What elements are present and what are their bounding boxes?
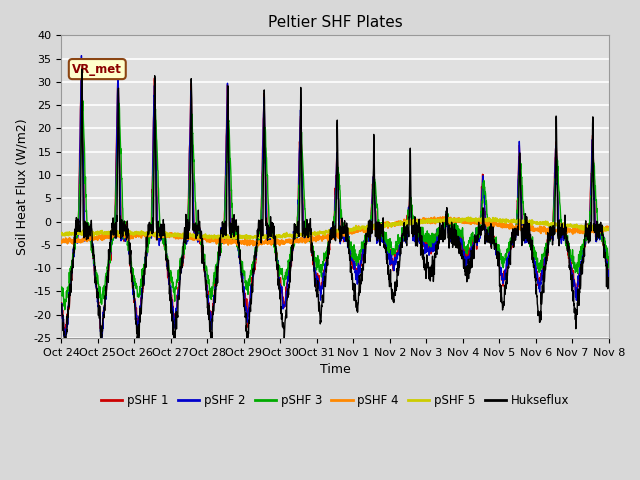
pSHF 4	[495, 223, 502, 229]
Hukseflux	[60, 335, 68, 341]
Y-axis label: Soil Heat Flux (W/m2): Soil Heat Flux (W/m2)	[15, 119, 28, 255]
pSHF 5	[351, 227, 359, 232]
Text: VR_met: VR_met	[72, 62, 122, 75]
pSHF 2	[557, 228, 564, 234]
pSHF 5	[557, 221, 564, 227]
pSHF 3	[572, 263, 580, 268]
pSHF 5	[605, 226, 612, 232]
Line: pSHF 4: pSHF 4	[61, 217, 609, 245]
pSHF 2	[364, 236, 371, 241]
Line: pSHF 2: pSHF 2	[61, 56, 609, 338]
pSHF 2	[211, 296, 218, 302]
Hukseflux	[557, 231, 564, 237]
pSHF 2	[58, 306, 65, 312]
pSHF 2	[495, 255, 502, 261]
pSHF 5	[465, 215, 472, 220]
pSHF 1	[61, 335, 68, 341]
Hukseflux	[351, 287, 359, 293]
X-axis label: Time: Time	[320, 363, 351, 376]
pSHF 3	[58, 287, 65, 292]
pSHF 2	[605, 271, 612, 277]
pSHF 3	[557, 218, 564, 224]
pSHF 4	[58, 239, 65, 245]
pSHF 1	[78, 60, 86, 66]
pSHF 2	[572, 289, 580, 295]
pSHF 4	[572, 228, 580, 234]
pSHF 5	[210, 232, 218, 238]
Hukseflux	[572, 323, 580, 329]
Hukseflux	[211, 294, 218, 300]
pSHF 5	[495, 217, 502, 223]
pSHF 3	[364, 236, 371, 241]
pSHF 3	[211, 274, 218, 279]
pSHF 4	[439, 214, 447, 220]
pSHF 1	[211, 287, 218, 293]
pSHF 1	[557, 236, 564, 242]
Hukseflux	[605, 281, 612, 287]
pSHF 4	[557, 228, 564, 233]
Hukseflux	[78, 66, 86, 72]
pSHF 3	[495, 245, 502, 251]
pSHF 4	[363, 225, 371, 231]
pSHF 4	[210, 239, 218, 244]
pSHF 4	[255, 242, 262, 248]
pSHF 2	[351, 269, 359, 275]
Line: Hukseflux: Hukseflux	[61, 69, 609, 338]
Line: pSHF 3: pSHF 3	[61, 101, 609, 310]
pSHF 1	[351, 265, 359, 271]
pSHF 1	[605, 267, 612, 273]
pSHF 3	[351, 256, 359, 262]
pSHF 5	[58, 231, 65, 237]
pSHF 4	[351, 230, 359, 236]
pSHF 1	[364, 232, 371, 238]
pSHF 1	[572, 286, 580, 292]
pSHF 1	[58, 305, 65, 311]
pSHF 1	[495, 255, 502, 261]
pSHF 2	[61, 335, 68, 341]
pSHF 4	[605, 225, 612, 231]
Line: pSHF 1: pSHF 1	[61, 63, 609, 338]
pSHF 2	[77, 53, 85, 59]
pSHF 5	[572, 223, 580, 229]
pSHF 5	[363, 225, 371, 230]
pSHF 3	[605, 265, 612, 271]
Hukseflux	[58, 303, 65, 309]
Hukseflux	[364, 233, 371, 239]
Hukseflux	[495, 256, 502, 262]
pSHF 5	[246, 236, 254, 242]
pSHF 3	[79, 98, 87, 104]
Legend: pSHF 1, pSHF 2, pSHF 3, pSHF 4, pSHF 5, Hukseflux: pSHF 1, pSHF 2, pSHF 3, pSHF 4, pSHF 5, …	[96, 389, 574, 412]
Line: pSHF 5: pSHF 5	[61, 217, 609, 239]
Title: Peltier SHF Plates: Peltier SHF Plates	[268, 15, 403, 30]
pSHF 3	[61, 307, 68, 312]
